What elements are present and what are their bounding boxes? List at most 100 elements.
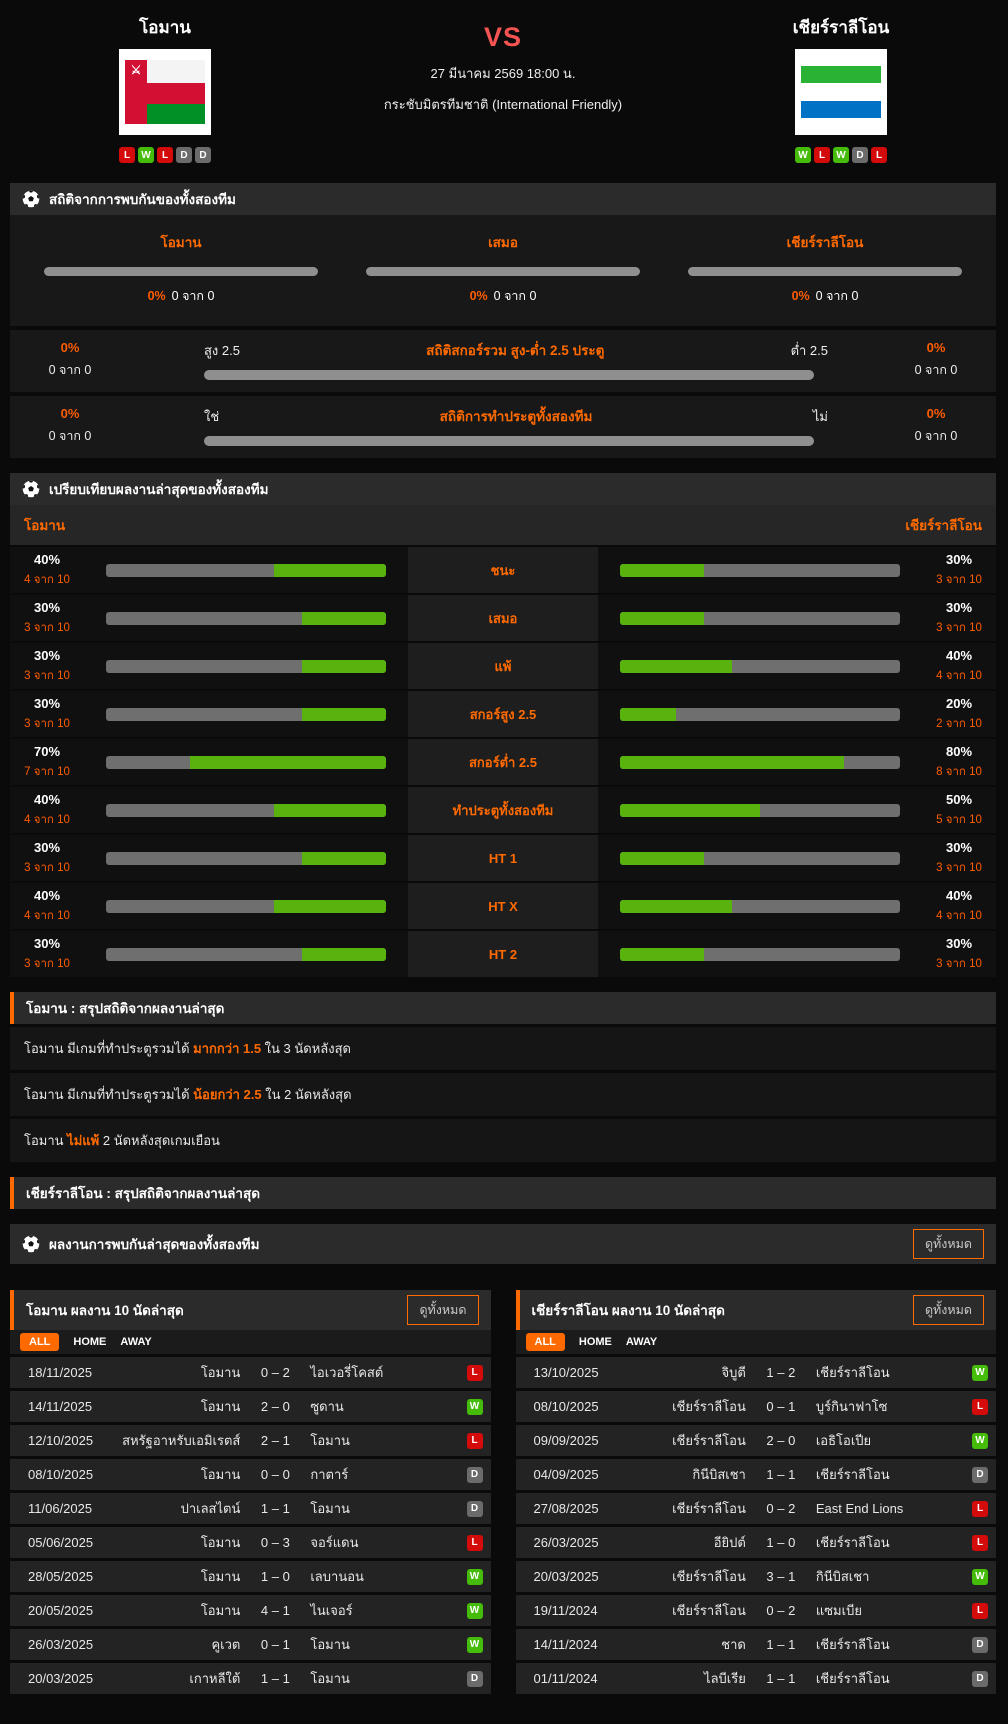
match-result: D	[958, 1636, 988, 1653]
h2h-right-label: ไม่	[812, 408, 828, 424]
match-row[interactable]: 18/11/2025 โอมาน 0 – 2 ไอเวอรี่โคสต์ L	[10, 1357, 491, 1388]
home-percent: 40%	[33, 791, 61, 807]
away-stat: 30% 3 จาก 10	[922, 931, 996, 977]
home-bar	[106, 803, 386, 817]
tab-away[interactable]: AWAY	[120, 1336, 152, 1348]
compare-rows: 40% 4 จาก 10 ชนะ 30% 3 จาก 10 30% 3 จาก 10 เสมอ…	[10, 547, 996, 977]
tab-home[interactable]: HOME	[73, 1336, 107, 1348]
h2h-column-bar	[688, 267, 962, 276]
match-row[interactable]: 14/11/2025 โอมาน 2 – 0 ซูดาน W	[10, 1391, 491, 1422]
match-row[interactable]: 20/05/2025 โอมาน 4 – 1 ไนเจอร์ W	[10, 1595, 491, 1626]
home-count: 3 จาก 10	[24, 861, 70, 874]
match-row[interactable]: 28/05/2025 โอมาน 1 – 0 เลบานอน W	[10, 1561, 491, 1592]
away-bar-fill	[620, 947, 704, 961]
tab-all[interactable]: ALL	[525, 1333, 565, 1351]
home-bar-cell	[84, 787, 408, 833]
match-row[interactable]: 01/11/2024 ไลบีเรีย 1 – 1 เชียร์ราลีโอน D	[515, 1663, 996, 1694]
match-score: 1 – 1	[260, 1671, 290, 1686]
away-count: 5 จาก 10	[936, 813, 982, 826]
away-bar-fill	[620, 707, 676, 721]
match-home-team: ชาด	[721, 1637, 746, 1652]
h2h-row-bar	[204, 436, 814, 446]
home-stat: 30% 3 จาก 10	[10, 643, 84, 689]
table-view-all-button[interactable]: ดูทั้งหมด	[912, 1295, 984, 1325]
match-away-team: ซูดาน	[310, 1399, 344, 1414]
table-view-all-button[interactable]: ดูทั้งหมด	[407, 1295, 479, 1325]
match-result: D	[453, 1670, 483, 1687]
match-row[interactable]: 20/03/2025 เชียร์ราลีโอน 3 – 1 กินีบิสเชา W	[515, 1561, 996, 1592]
match-home-team: เชียร์ราลีโอน	[672, 1433, 746, 1448]
match-row[interactable]: 11/06/2025 ปาเลสไตน์ 1 – 1 โอมาน D	[10, 1493, 491, 1524]
meetings-section-header: ผลงานการพบกันล่าสุดของทั้งสองทีม ดูทั้งห…	[10, 1224, 996, 1264]
away-percent: 40%	[945, 887, 973, 903]
compare-home-label: โอมาน	[24, 518, 66, 533]
home-count: 3 จาก 10	[24, 621, 70, 634]
result-badge-w: W	[972, 1432, 988, 1449]
match-meta: VS 27 มีนาคม 2569 18:00 น. กระชับมิตรทีม…	[320, 10, 686, 168]
h2h-column: เชียร์ราลีโอน 0% 0 จาก 0	[682, 231, 968, 306]
left-count: 0 จาก 0	[48, 428, 92, 443]
soccer-ball-icon	[22, 480, 40, 498]
match-result: D	[453, 1500, 483, 1517]
home-bar-cell	[84, 883, 408, 929]
match-row[interactable]: 26/03/2025 คูเวต 0 – 1 โอมาน W	[10, 1629, 491, 1660]
home-bar	[106, 707, 386, 721]
stat-label: สกอร์สูง 2.5	[408, 691, 598, 737]
home-bar	[106, 659, 386, 673]
away-bar-cell	[598, 739, 922, 785]
home-count: 3 จาก 10	[24, 669, 70, 682]
away-bar-cell	[598, 883, 922, 929]
home-bar	[106, 611, 386, 625]
away-percent: 20%	[945, 695, 973, 711]
match-date: 11/06/2025	[28, 1501, 93, 1516]
match-result: L	[453, 1534, 483, 1551]
match-date: 28/05/2025	[28, 1569, 94, 1584]
match-date: 26/03/2025	[533, 1535, 599, 1550]
match-home-team: เชียร์ราลีโอน	[672, 1399, 746, 1414]
match-row[interactable]: 08/10/2025 โอมาน 0 – 0 กาตาร์ D	[10, 1459, 491, 1490]
home-team-name: โอมาน	[139, 18, 191, 37]
stat-label: ชนะ	[408, 547, 598, 593]
meetings-view-all-button[interactable]: ดูทั้งหมด	[912, 1229, 984, 1259]
match-score: 3 – 1	[766, 1569, 796, 1584]
match-row[interactable]: 08/10/2025 เชียร์ราลีโอน 0 – 1 บูร์กินาฟาโซ…	[515, 1391, 996, 1422]
home-bar	[106, 851, 386, 865]
tab-all[interactable]: ALL	[20, 1333, 60, 1351]
h2h-row-title: สถิติสกอร์รวม สูง-ต่ำ 2.5 ประตู	[426, 343, 605, 358]
match-away-team: เชียร์ราลีโอน	[815, 1535, 890, 1550]
home-bar	[106, 563, 386, 577]
match-row[interactable]: 20/03/2025 เกาหลีใต้ 1 – 1 โอมาน D	[10, 1663, 491, 1694]
match-row[interactable]: 09/09/2025 เชียร์ราลีโอน 2 – 0 เอธิโอเปีย W	[515, 1425, 996, 1456]
match-score: 0 – 3	[260, 1535, 290, 1550]
tab-away[interactable]: AWAY	[625, 1336, 658, 1348]
match-row[interactable]: 05/06/2025 โอมาน 0 – 3 จอร์แดน L	[10, 1527, 491, 1558]
match-row[interactable]: 19/11/2024 เชียร์ราลีโอน 0 – 2 แซมเบีย L	[515, 1595, 996, 1626]
match-row[interactable]: 27/08/2025 เชียร์ราลีโอน 0 – 2 East End Lio…	[515, 1493, 996, 1524]
match-score: 0 – 0	[260, 1467, 290, 1482]
match-home-team: ไลบีเรีย	[704, 1671, 746, 1686]
match-row[interactable]: 12/10/2025 สหรัฐอาหรับเอมิเรตส์ 2 – 1 โอมาน…	[10, 1425, 491, 1456]
home-stat: 70% 7 จาก 10	[10, 739, 84, 785]
h2h-left-label: ใช่	[204, 408, 220, 424]
home-flag: ⚔	[119, 49, 211, 135]
match-row[interactable]: 14/11/2024 ชาด 1 – 1 เชียร์ราลีโอน D	[515, 1629, 996, 1660]
match-row[interactable]: 26/03/2025 อียิปต์ 1 – 0 เชียร์ราลีโอน L	[515, 1527, 996, 1558]
away-bar	[620, 707, 900, 721]
match-home-team: โอมาน	[200, 1535, 241, 1550]
match-row[interactable]: 04/09/2025 กินีบิสเชา 1 – 1 เชียร์ราลีโอน D	[515, 1459, 996, 1490]
table-tabs: ALL HOME AWAY	[10, 1330, 491, 1354]
away-bar	[620, 851, 900, 865]
match-score: 0 – 2	[766, 1603, 796, 1618]
match-row[interactable]: 13/10/2025 จิบูตี 1 – 2 เชียร์ราลีโอน W	[515, 1357, 996, 1388]
tab-home[interactable]: HOME	[578, 1336, 612, 1348]
match-date: 27/08/2025	[533, 1501, 599, 1516]
home-summary-header: โอมาน : สรุปสถิติจากผลงานล่าสุด	[10, 992, 996, 1024]
summary-text: โอมาน	[24, 1133, 68, 1148]
summary-line: โอมาน มีเกมที่ทำประตูรวมได้ น้อยกว่า 2.5…	[10, 1073, 996, 1116]
home-percent: 30%	[33, 839, 61, 855]
h2h-left-stat: 0% 0 จาก 0	[24, 340, 116, 380]
match-away-team: เชียร์ราลีโอน	[815, 1637, 890, 1652]
results-table-title: เชียร์ราลีโอน ผลงาน 10 นัดล่าสุด	[531, 1303, 725, 1318]
